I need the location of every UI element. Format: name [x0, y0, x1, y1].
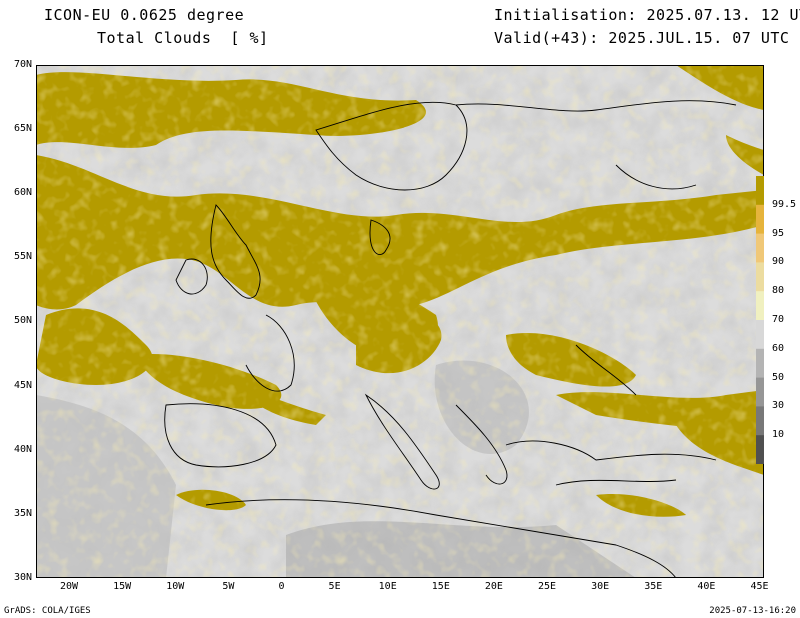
- legend-swatch: [756, 204, 764, 235]
- legend-label: 95: [772, 227, 785, 239]
- legend-label: 30: [772, 400, 785, 412]
- variable-title: Total Clouds [ %]: [97, 29, 269, 47]
- lon-label: 20E: [484, 581, 503, 592]
- legend-label: 60: [772, 342, 785, 354]
- lon-label: 5E: [328, 581, 341, 592]
- legend-label: 90: [772, 256, 785, 268]
- legend-label: 50: [772, 371, 785, 383]
- lon-label: 15W: [113, 581, 132, 592]
- lon-label: 5W: [222, 581, 235, 592]
- legend-swatch: [756, 262, 764, 292]
- lat-label: 65N: [13, 123, 32, 135]
- footer-credit: GrADS: COLA/IGES: [4, 606, 91, 616]
- lat-label: 60N: [13, 187, 32, 199]
- legend-swatch: [756, 435, 764, 464]
- lat-label: 50N: [13, 315, 32, 327]
- lat-label: 45N: [13, 379, 32, 391]
- model-title: ICON-EU 0.0625 degree: [44, 6, 245, 24]
- cloud-map: [36, 65, 764, 578]
- legend-swatch: [756, 320, 764, 350]
- lon-label: 10W: [166, 581, 185, 592]
- lat-label: 40N: [13, 443, 32, 455]
- legend-colorbar: [756, 176, 764, 464]
- legend-label: 70: [772, 314, 785, 325]
- lon-label: 25E: [538, 581, 557, 592]
- lat-label: 70N: [13, 59, 32, 70]
- valid-time: Valid(+43): 2025.JUL.15. 07 UTC: [494, 29, 790, 47]
- legend-swatch: [756, 176, 764, 206]
- lon-label: 0: [278, 581, 285, 592]
- footer-timestamp: 2025-07-13-16:20: [709, 606, 796, 616]
- lat-label: 55N: [13, 251, 32, 263]
- legend-swatch: [756, 291, 764, 321]
- lon-label: 20W: [59, 581, 79, 592]
- lat-label: 35N: [13, 507, 32, 519]
- coastlines: [164, 100, 737, 578]
- legend-label: 99.5: [772, 198, 797, 210]
- lon-label: 15E: [431, 581, 450, 592]
- lon-label: 10E: [378, 581, 397, 592]
- legend-label: 10: [772, 429, 785, 441]
- lat-label: 30N: [13, 571, 32, 583]
- lon-label: 30E: [591, 581, 610, 592]
- lon-label: 40E: [697, 581, 716, 592]
- legend-swatch: [756, 348, 764, 379]
- legend-swatch: [756, 406, 764, 436]
- legend-swatch: [756, 233, 764, 263]
- lon-label: 35E: [644, 581, 663, 592]
- init-time: Initialisation: 2025.07.13. 12 UTC: [494, 6, 800, 24]
- lon-label: 45E: [750, 581, 769, 592]
- legend-label: 80: [772, 285, 785, 297]
- legend-swatch: [756, 377, 764, 407]
